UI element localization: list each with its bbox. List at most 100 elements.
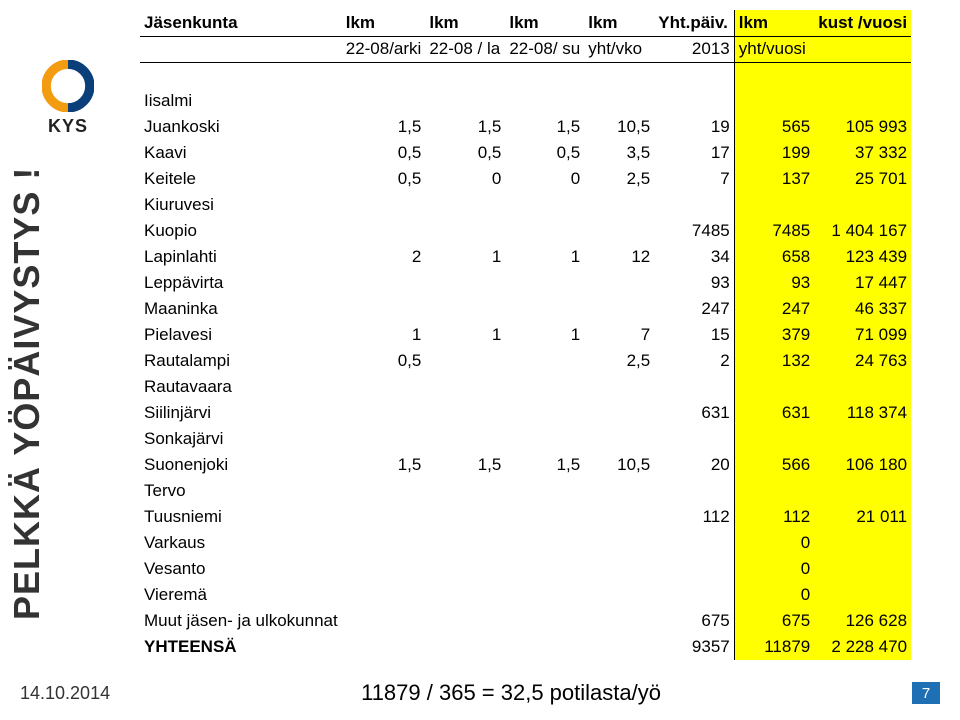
cell: 112 [654, 504, 734, 530]
cell: 0 [734, 582, 814, 608]
cell: 2,5 [584, 166, 654, 192]
cell [505, 218, 584, 244]
cell [342, 218, 426, 244]
cell: Rautalampi [140, 348, 342, 374]
cell [654, 374, 734, 400]
vertical-title: PELKKÄ YÖPÄIVYSTYS ! [6, 120, 48, 620]
cell [814, 426, 911, 452]
cell: 675 [734, 608, 814, 634]
cell [814, 582, 911, 608]
cell: 12 [584, 244, 654, 270]
cell: Kiuruvesi [140, 192, 342, 218]
table-row: Vieremä 0 [140, 582, 911, 608]
cell: Tuusniemi [140, 504, 342, 530]
cell: Tervo [140, 478, 342, 504]
cell: 9357 [654, 634, 734, 660]
cell: 7485 [654, 218, 734, 244]
table-row: Keitele0,5002,5713725 701 [140, 166, 911, 192]
cell: 37 332 [814, 140, 911, 166]
cell: 7 [584, 322, 654, 348]
cell: Vesanto [140, 556, 342, 582]
cell [584, 608, 654, 634]
table-row: Pielavesi11171537971 099 [140, 322, 911, 348]
cell: yht/vuosi [734, 36, 814, 62]
cell [505, 374, 584, 400]
cell: 658 [734, 244, 814, 270]
cell [425, 88, 505, 114]
cell: Rautavaara [140, 374, 342, 400]
cell: 247 [734, 296, 814, 322]
cell: 1,5 [342, 114, 426, 140]
cell: Jäsenkunta [140, 10, 342, 36]
cell [342, 296, 426, 322]
cell [425, 296, 505, 322]
cell [584, 582, 654, 608]
cell: 123 439 [814, 244, 911, 270]
page-number: 7 [912, 682, 940, 704]
cell [505, 504, 584, 530]
kys-logo: KYS [42, 60, 94, 137]
cell: 0,5 [342, 140, 426, 166]
cell: 15 [654, 322, 734, 348]
cell: Keitele [140, 166, 342, 192]
cell [584, 504, 654, 530]
cell: 0,5 [342, 348, 426, 374]
cell: kust /vuosi [814, 10, 911, 36]
cell [584, 556, 654, 582]
table-row: Rautalampi0,52,5213224 763 [140, 348, 911, 374]
cell [425, 504, 505, 530]
cell: 46 337 [814, 296, 911, 322]
cell [505, 426, 584, 452]
cell: 22-08/ su [505, 36, 584, 62]
cell [342, 400, 426, 426]
cell [814, 36, 911, 62]
cell: 24 763 [814, 348, 911, 374]
cell [342, 192, 426, 218]
cell: 22-08 / la [425, 36, 505, 62]
cell: Suonenjoki [140, 452, 342, 478]
table-row: Tuusniemi11211221 011 [140, 504, 911, 530]
data-table: JäsenkuntalkmlkmlkmlkmYht.päiv.lkmkust /… [140, 10, 911, 660]
cell: Lapinlahti [140, 244, 342, 270]
footer: 14.10.2014 11879 / 365 = 32,5 potilasta/… [20, 680, 940, 706]
cell: 1 [425, 322, 505, 348]
table-row: Sonkajärvi [140, 426, 911, 452]
cell: Juankoski [140, 114, 342, 140]
cell [654, 88, 734, 114]
cell: 2 [654, 348, 734, 374]
cell: Vieremä [140, 582, 342, 608]
cell: 1,5 [505, 452, 584, 478]
cell [654, 556, 734, 582]
cell [425, 400, 505, 426]
cell: Iisalmi [140, 88, 342, 114]
cell: 93 [734, 270, 814, 296]
cell [814, 478, 911, 504]
cell: 1,5 [505, 114, 584, 140]
cell [505, 530, 584, 556]
cell: 126 628 [814, 608, 911, 634]
cell [425, 348, 505, 374]
cell [425, 608, 505, 634]
cell [342, 556, 426, 582]
cell: lkm [425, 10, 505, 36]
cell [425, 270, 505, 296]
cell: lkm [342, 10, 426, 36]
cell [814, 88, 911, 114]
cell: 7 [654, 166, 734, 192]
cell [425, 218, 505, 244]
cell: 118 374 [814, 400, 911, 426]
cell: 0 [505, 166, 584, 192]
cell: 22-08/arki [342, 36, 426, 62]
cell [505, 582, 584, 608]
cell [342, 478, 426, 504]
table-row: Kaavi0,50,50,53,51719937 332 [140, 140, 911, 166]
cell: YHTEENSÄ [140, 634, 342, 660]
table-row: Rautavaara [140, 374, 911, 400]
cell: 1,5 [342, 452, 426, 478]
cell: 2,5 [584, 348, 654, 374]
cell [342, 270, 426, 296]
cell: 247 [654, 296, 734, 322]
table-row: Siilinjärvi631631118 374 [140, 400, 911, 426]
cell: 106 180 [814, 452, 911, 478]
cell [584, 88, 654, 114]
